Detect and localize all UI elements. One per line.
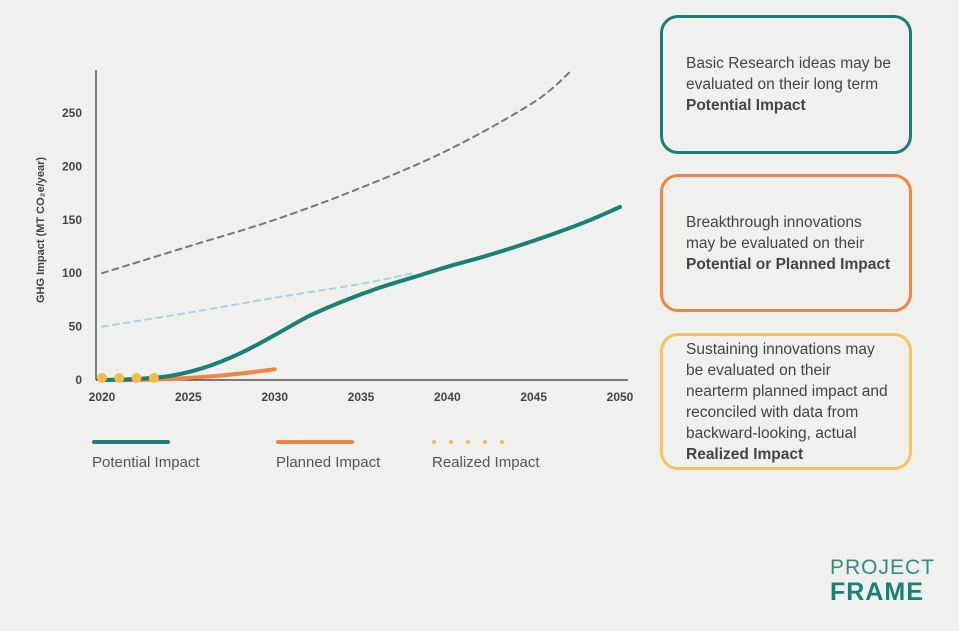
- chart-series: [97, 69, 622, 383]
- card-planned-impact: Breakthrough innovations may be evaluate…: [660, 174, 912, 312]
- x-tick-label: 2025: [175, 390, 202, 404]
- realized-impact-point: [114, 372, 125, 383]
- y-tick-label: 100: [62, 266, 82, 280]
- chart-ticks: 0 50 100 150 200 250 2020 2025 2030 2035 2040 2045 2…: [62, 106, 634, 404]
- card-teal-text: Basic Research ideas may be evaluated on…: [686, 55, 892, 93]
- y-tick-label: 50: [69, 320, 83, 334]
- x-tick-label: 2020: [89, 390, 116, 404]
- legend-label-potential: Potential Impact: [92, 454, 200, 471]
- y-tick-label: 200: [62, 159, 82, 173]
- upper-dashed-line: [101, 69, 573, 275]
- x-tick-label: 2050: [607, 390, 634, 404]
- card-potential-impact: Basic Research ideas may be evaluated on…: [660, 15, 912, 154]
- x-tick-label: 2030: [261, 390, 288, 404]
- lower-dashed-line: [101, 272, 414, 328]
- y-tick-label: 150: [62, 213, 82, 227]
- y-tick-label: 0: [75, 373, 82, 387]
- y-tick-label: 250: [62, 106, 82, 120]
- x-tick-label: 2040: [434, 390, 461, 404]
- chart-axes: [95, 70, 628, 381]
- card-yellow-bold: Realized Impact: [686, 445, 804, 463]
- card-yellow-text: Sustaining innovations may be evaluated …: [686, 340, 888, 442]
- realized-impact-point: [131, 372, 142, 383]
- realized-impact-point: [97, 372, 107, 383]
- card-orange-text: Breakthrough innovations may be evaluate…: [686, 213, 865, 252]
- card-orange-bold: Potential or Planned Impact: [686, 255, 891, 273]
- legend-label-planned: Planned Impact: [276, 454, 381, 471]
- legend-swatch-potential: [92, 440, 170, 444]
- x-tick-label: 2045: [520, 390, 547, 404]
- y-axis-label: GHG Impact (MT CO₂e/year): [35, 157, 47, 303]
- legend-swatch-realized: [432, 440, 540, 444]
- potential-impact-line: [100, 204, 622, 382]
- card-realized-impact: Sustaining innovations may be evaluated …: [660, 333, 912, 470]
- project-frame-logo: PROJECT FRAME: [829, 556, 935, 606]
- logo-line-2: FRAME: [829, 578, 924, 606]
- realized-impact-point: [148, 372, 159, 383]
- legend-item-realized: Realized Impact: [432, 440, 540, 471]
- legend-item-planned: Planned Impact: [276, 440, 380, 471]
- x-tick-label: 2035: [348, 390, 375, 404]
- card-teal-bold: Potential Impact: [686, 97, 806, 114]
- logo-line-1: PROJECT: [829, 556, 935, 579]
- legend-swatch-planned: [276, 440, 354, 444]
- legend-item-potential: Potential Impact: [92, 440, 200, 471]
- legend-label-realized: Realized Impact: [432, 454, 540, 471]
